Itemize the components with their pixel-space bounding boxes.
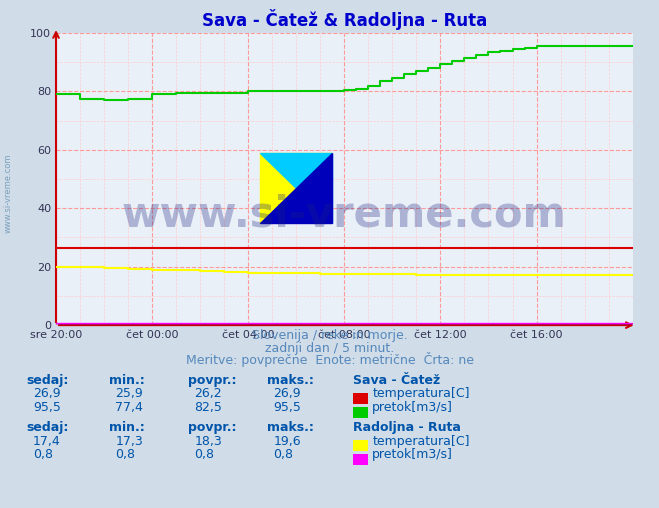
Polygon shape xyxy=(260,153,332,223)
Text: temperatura[C]: temperatura[C] xyxy=(372,434,470,448)
Text: zadnji dan / 5 minut.: zadnji dan / 5 minut. xyxy=(265,341,394,355)
Text: 26,9: 26,9 xyxy=(273,387,301,400)
Text: pretok[m3/s]: pretok[m3/s] xyxy=(372,448,453,461)
Text: min.:: min.: xyxy=(109,421,144,434)
Text: www.si-vreme.com: www.si-vreme.com xyxy=(122,193,567,235)
Text: 82,5: 82,5 xyxy=(194,401,222,415)
Text: 19,6: 19,6 xyxy=(273,434,301,448)
Text: 77,4: 77,4 xyxy=(115,401,143,415)
Text: 26,2: 26,2 xyxy=(194,387,222,400)
Polygon shape xyxy=(260,153,332,223)
Text: Sava - Čatež: Sava - Čatež xyxy=(353,373,440,387)
Polygon shape xyxy=(260,153,332,223)
Text: 0,8: 0,8 xyxy=(194,448,214,461)
Text: povpr.:: povpr.: xyxy=(188,421,237,434)
Text: Radoljna - Ruta: Radoljna - Ruta xyxy=(353,421,461,434)
Text: 18,3: 18,3 xyxy=(194,434,222,448)
Text: maks.:: maks.: xyxy=(267,421,314,434)
Text: 95,5: 95,5 xyxy=(33,401,61,415)
Text: sedaj:: sedaj: xyxy=(26,421,69,434)
Text: 25,9: 25,9 xyxy=(115,387,143,400)
Text: Slovenija / reke in morje.: Slovenija / reke in morje. xyxy=(252,329,407,342)
Text: 0,8: 0,8 xyxy=(273,448,293,461)
Text: 17,4: 17,4 xyxy=(33,434,61,448)
Text: sedaj:: sedaj: xyxy=(26,373,69,387)
Text: maks.:: maks.: xyxy=(267,373,314,387)
Text: 0,8: 0,8 xyxy=(33,448,53,461)
Text: Meritve: povprečne  Enote: metrične  Črta: ne: Meritve: povprečne Enote: metrične Črta:… xyxy=(185,352,474,367)
Text: temperatura[C]: temperatura[C] xyxy=(372,387,470,400)
Text: pretok[m3/s]: pretok[m3/s] xyxy=(372,401,453,415)
Text: min.:: min.: xyxy=(109,373,144,387)
Text: 95,5: 95,5 xyxy=(273,401,301,415)
Text: www.si-vreme.com: www.si-vreme.com xyxy=(4,153,13,233)
Text: 17,3: 17,3 xyxy=(115,434,143,448)
Title: Sava - Čatež & Radoljna - Ruta: Sava - Čatež & Radoljna - Ruta xyxy=(202,9,487,30)
Text: 0,8: 0,8 xyxy=(115,448,135,461)
Text: povpr.:: povpr.: xyxy=(188,373,237,387)
Text: 26,9: 26,9 xyxy=(33,387,61,400)
